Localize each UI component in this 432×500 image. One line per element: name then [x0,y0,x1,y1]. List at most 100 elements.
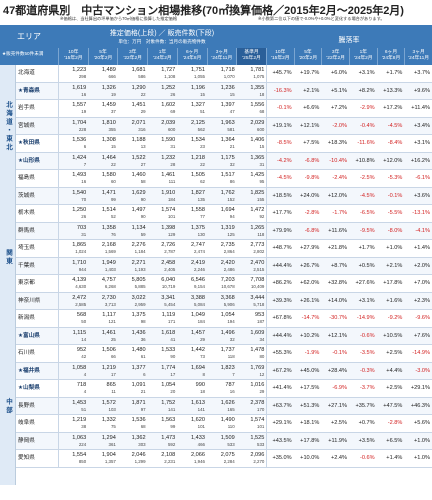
rate-cell: +1.6% [386,297,403,304]
price-value: 1,436 [131,329,146,336]
listing-count: 228 [78,126,87,132]
price-value: 1,556 [250,102,265,108]
price-cell: 718 4 [58,380,88,397]
listing-count: 18 [200,389,205,394]
price-cell: 1,358 76 [88,223,118,240]
rate-cell: -2.8% [304,210,320,216]
listing-count: 170 [257,406,265,412]
rate-cell: +48.7% [272,245,292,251]
rate-cell: +8.2% [358,87,375,94]
price-col-header: 1年 '24年2月 [147,48,177,65]
listing-count: 98 [140,319,146,324]
price-value: 568 [76,312,87,318]
prefecture-name: ★秋田県 [18,140,40,146]
price-value: 1,710 [72,259,87,266]
region-name: 関東 [4,249,12,266]
listing-count: 13 [140,144,146,149]
price-value: 1,590 [161,137,176,143]
listing-count: 38 [81,424,87,429]
price-cell: 1,236 15 [207,83,237,100]
listing-count: 94 [229,214,235,219]
price-value: 1,490 [220,417,235,423]
price-value: 7,708 [250,277,265,283]
rate-cell: +2.4% [330,455,347,461]
price-value: 1,134 [131,224,146,231]
rate-cell: +86.2% [272,280,292,286]
listing-count: 1,055 [193,74,205,79]
prefecture-name: 埼玉県 [18,245,35,251]
rate-cell: +63.7% [272,402,292,409]
rate-cell: +6.0% [330,70,347,76]
price-value: 1,091 [131,382,146,388]
price-cell: 1,058 4 [58,363,88,380]
listing-count: 5,885 [134,284,146,289]
listing-count: 118 [257,231,265,237]
notes: ※価格は、当社算出の坪単価から70㎡価格に換算した推定価格 ※小数第二位以下の値… [0,16,432,24]
listing-count: 66 [110,354,116,359]
listing-count: 5,718 [253,301,265,307]
price-cell: 1,091 21 [117,380,147,397]
rate-cell: +7.6% [413,332,430,339]
rate-cell: +18.3% [327,140,347,146]
price-value: 1,609 [250,329,265,336]
price-col-period: 1年 [158,50,167,55]
price-col-month: '25年2月 [242,56,261,61]
price-cell: 1,063 224 [58,433,88,450]
price-value: 1,533 [161,347,176,353]
price-cell: 1,459 37 [88,100,118,117]
price-cell: 2,735 2,864 [207,240,237,257]
price-cell: 1,694 8 [177,363,207,380]
listing-count: 1,184 [134,249,146,254]
price-value: 1,629 [131,189,146,196]
price-cell: 1,460 58 [117,170,147,187]
price-value: 1,459 [101,102,116,108]
price-value: 1,681 [131,67,146,73]
rate-cell: +46.3% [410,402,430,409]
listing-count: 10,409 [250,284,265,289]
listing-count: 15 [110,144,116,149]
listing-count: 68 [259,109,265,114]
price-value: 1,514 [101,207,116,213]
rate-col-period: 3年 [331,50,340,55]
price-cell: 1,751 1,055 [177,65,207,82]
prefecture-name: 愛知県 [18,455,35,461]
rate-cell: +8.7% [330,262,347,269]
table-body: 北海道 1,223 298 1,489 666 1,681 586 1,727 1,108 1,7… [0,65,432,485]
listing-count: 19 [81,109,87,114]
rate-col-header: 3年 '22年2月 [321,48,349,65]
prefecture-name: 北海道 [18,70,35,76]
rate-cell: +26.7% [300,262,320,269]
rate-cell: +7.0% [413,280,430,286]
price-value: 1,522 [131,154,146,161]
price-value: 2,096 [250,452,265,458]
price-cell: 2,458 2,405 [147,258,177,275]
price-cell: 1,590 31 [147,135,177,152]
price-cell: 2,470 2,515 [236,258,266,275]
listing-count: 4 [83,371,87,377]
listing-count: 184 [167,196,176,202]
price-value: 1,308 [101,137,116,143]
listing-count: 1,299 [134,459,146,464]
price-cell: 1,319 125 [207,223,237,240]
price-value: 1,406 [250,137,265,143]
price-cell: 1,054 20 [147,380,177,397]
price-cell: 1,472 92 [236,205,266,222]
listing-count: 16 [81,91,87,97]
table-row: 岐阜県 1,219 38 1,332 75 1,536 68 1,563 99 1,620 101 1… [0,415,432,433]
price-value: 2,276 [131,242,146,248]
listing-count: 12 [259,371,265,377]
rate-cell: +21.8% [327,245,347,251]
price-cell: 1,557 19 [58,100,88,117]
price-cell: 1,461 111 [147,170,177,187]
price-cell: 1,554 850 [58,450,88,467]
listing-count: 4 [83,389,87,394]
price-cell: 1,016 29 [236,380,266,397]
listing-count: 666 [108,74,116,79]
prefecture-name: ★山梨県 [18,385,40,391]
rate-cell: -4.1% [415,227,430,234]
price-cell: 1,619 16 [58,83,88,100]
price-cell: 1,436 36 [117,328,147,345]
listing-count: 101 [197,424,205,429]
listing-count: 76 [110,231,116,237]
listing-count: 47 [229,109,235,114]
